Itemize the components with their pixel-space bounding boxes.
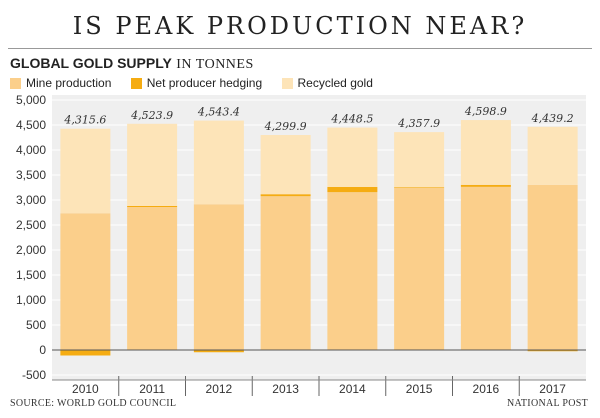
bar-net-hedging — [193, 350, 244, 353]
bar-net-hedging — [327, 186, 378, 193]
total-label: 4,357.9 — [397, 117, 440, 130]
bar-recycled-gold — [460, 120, 511, 185]
legend: Mine production Net producer hedging Rec… — [10, 76, 389, 92]
y-tick-label: 0 — [39, 343, 46, 357]
bar-recycled-gold — [327, 127, 378, 187]
y-tick-label: 4,000 — [16, 143, 46, 157]
x-tick-label: 2011 — [139, 382, 165, 396]
bar-mine-production — [60, 213, 111, 350]
credit-note: NATIONAL POST — [506, 398, 588, 409]
bar-recycled-gold — [394, 132, 445, 188]
y-tick-label: 3,000 — [16, 193, 46, 207]
total-label: 4,543.4 — [197, 106, 240, 119]
bar-net-hedging — [394, 187, 445, 188]
source-note: SOURCE: WORLD GOLD COUNCIL — [10, 398, 177, 409]
chart-subtitle: GLOBAL GOLD SUPPLY IN TONNES — [10, 55, 254, 73]
bar-net-hedging — [60, 350, 111, 356]
bar-mine-production — [327, 192, 378, 350]
y-tick-label: 4,500 — [16, 118, 46, 132]
bar-net-hedging — [527, 350, 578, 352]
legend-item-mine: Mine production — [10, 76, 111, 90]
legend-swatch-recycled — [281, 77, 293, 89]
y-tick-label: 2,500 — [16, 218, 46, 232]
bar-recycled-gold — [260, 135, 311, 195]
x-tick-label: 2010 — [72, 382, 99, 396]
y-tick-label: 2,000 — [16, 243, 46, 257]
bar-recycled-gold — [193, 120, 244, 205]
legend-swatch-mine — [10, 77, 21, 89]
bar-mine-production — [527, 184, 578, 350]
x-tick-label: 2013 — [272, 382, 299, 396]
total-label: 4,448.5 — [330, 113, 373, 126]
y-tick-label: 3,500 — [16, 168, 46, 182]
total-label: 4,299.9 — [264, 120, 307, 133]
bar-recycled-gold — [60, 128, 111, 214]
y-tick-label: 500 — [26, 318, 46, 332]
bar-net-hedging — [127, 206, 178, 207]
bar-net-hedging — [260, 194, 311, 197]
y-tick-label: -500 — [22, 368, 46, 382]
bar-mine-production — [127, 207, 178, 350]
legend-item-recycled: Recycled gold — [281, 76, 373, 90]
bar-mine-production — [394, 188, 445, 350]
x-tick-label: 2017 — [539, 382, 566, 396]
y-tick-label: 5,000 — [16, 93, 46, 107]
bar-mine-production — [193, 204, 244, 350]
y-tick-label: 1,000 — [16, 293, 46, 307]
bar-recycled-gold — [127, 123, 178, 206]
legend-label-recycled: Recycled gold — [297, 76, 373, 90]
total-label: 4,598.9 — [464, 105, 507, 118]
bar-net-hedging — [460, 184, 511, 187]
subtitle-units: IN TONNES — [176, 57, 254, 72]
x-tick-label: 2014 — [339, 382, 366, 396]
legend-swatch-hedging — [130, 77, 142, 89]
legend-item-hedging: Net producer hedging — [130, 76, 263, 90]
subtitle-bold: GLOBAL GOLD SUPPLY — [10, 55, 172, 71]
total-label: 4,315.6 — [63, 114, 106, 127]
headline-rule — [8, 48, 592, 49]
bar-mine-production — [260, 196, 311, 350]
total-label: 4,523.9 — [130, 109, 173, 122]
x-tick-label: 2012 — [206, 382, 233, 396]
headline: IS PEAK PRODUCTION NEAR? — [72, 12, 528, 40]
bar-recycled-gold — [527, 126, 578, 185]
bar-mine-production — [460, 186, 511, 350]
legend-label-hedging: Net producer hedging — [146, 76, 263, 90]
x-tick-label: 2016 — [473, 382, 500, 396]
legend-label-mine: Mine production — [26, 76, 112, 90]
x-tick-label: 2015 — [406, 382, 433, 396]
total-label: 4,439.2 — [531, 112, 574, 125]
y-tick-label: 1,500 — [16, 268, 46, 282]
